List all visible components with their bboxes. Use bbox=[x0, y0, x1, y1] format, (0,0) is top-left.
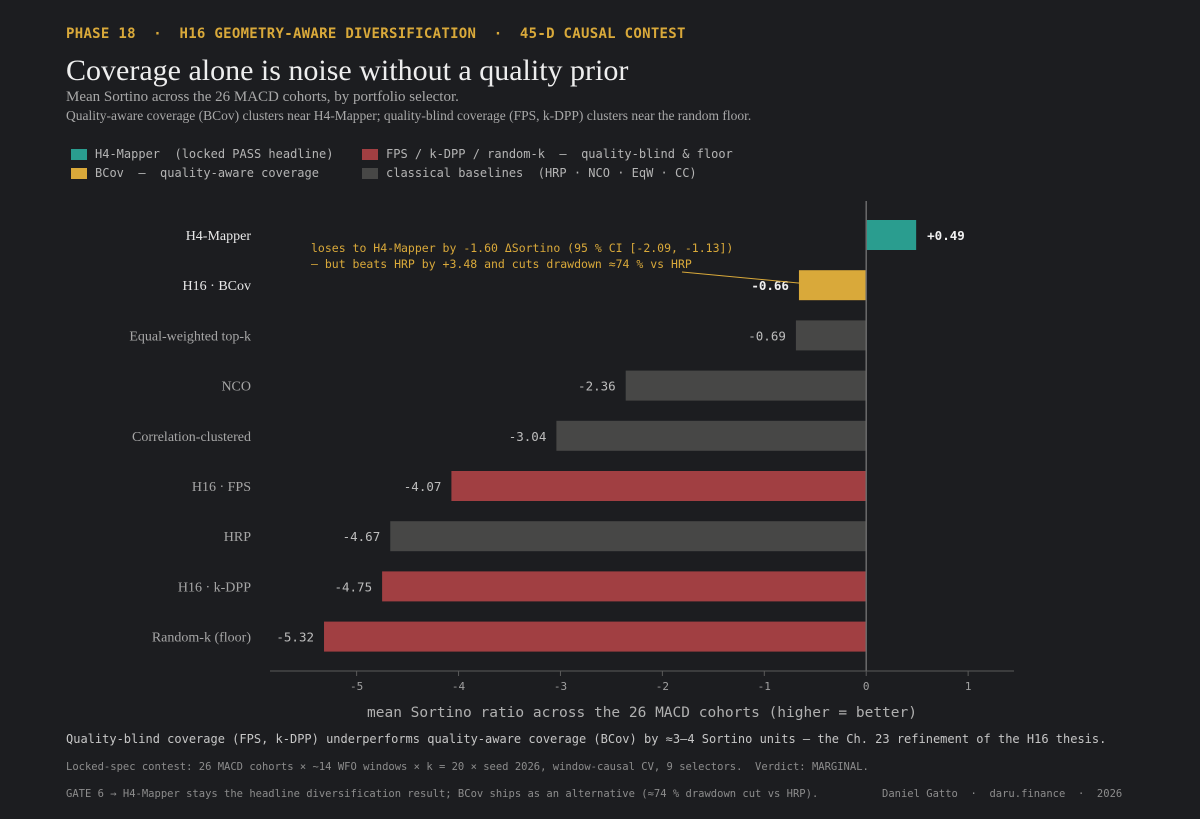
legend-label-quality-blind: FPS / k-DPP / random-k — quality-blind &… bbox=[386, 147, 733, 161]
bars-layer bbox=[324, 220, 917, 652]
legend-swatch-classical bbox=[362, 167, 378, 179]
category-label-hrp: HRP bbox=[224, 530, 251, 545]
value-label-correlation-clustered: -3.04 bbox=[509, 429, 547, 444]
category-labels: H4-Mapper +0.49 H16 · BCov -0.66 Equal-weigh… bbox=[129, 228, 964, 646]
legend-label-bcov: BCov — quality-aware coverage bbox=[95, 166, 319, 180]
value-label-random-k-floor: -5.32 bbox=[276, 630, 314, 645]
category-label-h16-fps: H16 · FPS bbox=[192, 480, 251, 495]
bar-h4-mapper bbox=[866, 220, 917, 250]
bcov-annotation: loses to H4-Mapper by -1.60 ΔSortino (95… bbox=[311, 241, 802, 284]
legend-swatch-quality-blind bbox=[362, 148, 378, 160]
footer-takeaway: Quality-blind coverage (FPS, k-DPP) unde… bbox=[66, 732, 1107, 746]
category-label-h4-mapper: H4-Mapper bbox=[186, 229, 252, 244]
annotation-line-1: loses to H4-Mapper by -1.60 ΔSortino (95… bbox=[311, 241, 733, 255]
x-tick-label: -2 bbox=[656, 680, 669, 693]
category-label-h16-k-dpp: H16 · k-DPP bbox=[178, 580, 251, 595]
x-tick-label: -3 bbox=[554, 680, 567, 693]
bar-h16-bcov bbox=[798, 270, 867, 301]
phase-kicker: PHASE 18 · H16 GEOMETRY-AWARE DIVERSIFIC… bbox=[66, 26, 686, 42]
value-label-h16-bcov: -0.66 bbox=[751, 278, 789, 293]
value-label-hrp: -4.67 bbox=[343, 529, 381, 544]
annotation-leader-line bbox=[681, 271, 802, 284]
value-label-equal-weighted-top-k: -0.69 bbox=[748, 328, 786, 343]
footer-method-note: Locked-spec contest: 26 MACD cohorts × ~… bbox=[66, 761, 869, 773]
category-label-equal-weighted-top-k: Equal-weighted top-k bbox=[129, 329, 251, 344]
legend-item-bcov: BCov — quality-aware coverage bbox=[71, 166, 319, 180]
annotation-line-2: — but beats HRP by +3.48 and cuts drawdo… bbox=[311, 257, 692, 271]
bar-random-k-floor bbox=[324, 621, 867, 652]
value-label-nco: -2.36 bbox=[578, 379, 616, 394]
category-label-random-k-floor: Random-k (floor) bbox=[152, 631, 251, 646]
bar-h16-k-dpp bbox=[382, 571, 867, 602]
chart-subtitle: Mean Sortino across the 26 MACD cohorts,… bbox=[66, 89, 459, 105]
chart-title: Coverage alone is noise without a qualit… bbox=[66, 54, 629, 87]
legend-item-quality-blind: FPS / k-DPP / random-k — quality-blind &… bbox=[362, 147, 733, 161]
x-tick-label: -4 bbox=[452, 680, 466, 693]
category-label-correlation-clustered: Correlation-clustered bbox=[132, 430, 251, 445]
footer-credit: Daniel Gatto · daru.finance · 2026 bbox=[882, 788, 1123, 800]
bar-equal-weighted-top-k bbox=[795, 320, 867, 351]
bar-hrp bbox=[390, 521, 867, 552]
x-tick-label: -5 bbox=[350, 680, 363, 693]
value-label-h16-k-dpp: -4.75 bbox=[334, 579, 372, 594]
legend-label-classical: classical baselines (HRP · NCO · EqW · C… bbox=[386, 166, 697, 180]
legend-item-classical: classical baselines (HRP · NCO · EqW · C… bbox=[362, 166, 697, 180]
value-label-h16-fps: -4.07 bbox=[404, 479, 442, 494]
x-axis: -5 -4 -3 -2 -1 0 1 mean Sortino ratio across th… bbox=[270, 201, 1014, 721]
value-label-h4-mapper: +0.49 bbox=[927, 228, 965, 243]
legend-label-h4-mapper: H4-Mapper (locked PASS headline) bbox=[95, 147, 334, 161]
x-tick-label: -1 bbox=[758, 680, 771, 693]
bar-correlation-clustered bbox=[556, 420, 867, 451]
legend-swatch-h4-mapper bbox=[71, 148, 87, 160]
category-label-h16-bcov: H16 · BCov bbox=[183, 279, 251, 294]
x-tick-label: 0 bbox=[863, 680, 870, 693]
x-axis-title: mean Sortino ratio across the 26 MACD co… bbox=[367, 705, 917, 721]
legend-item-h4-mapper: H4-Mapper (locked PASS headline) bbox=[71, 147, 333, 161]
bar-nco bbox=[625, 370, 867, 401]
legend-swatch-bcov bbox=[71, 167, 87, 179]
footer-gate-note: GATE 6 → H4-Mapper stays the headline di… bbox=[66, 788, 819, 800]
x-tick-label: 1 bbox=[965, 680, 972, 693]
category-label-nco: NCO bbox=[221, 380, 251, 395]
chart-description: Quality-aware coverage (BCov) clusters n… bbox=[66, 108, 752, 123]
bar-h16-fps bbox=[451, 471, 867, 501]
